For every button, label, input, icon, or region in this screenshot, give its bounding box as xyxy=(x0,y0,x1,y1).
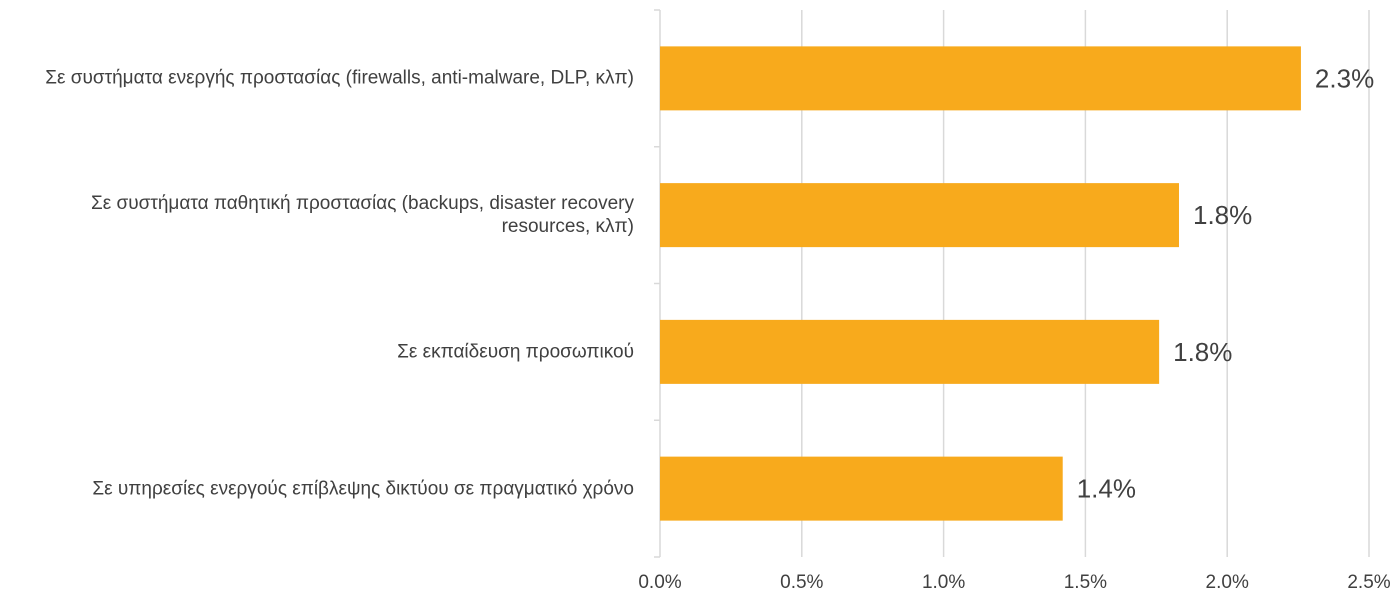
value-label: 1.8% xyxy=(1193,200,1252,230)
bar xyxy=(660,183,1179,248)
x-tick-label: 2.0% xyxy=(1206,572,1249,593)
value-label: 2.3% xyxy=(1315,63,1374,93)
value-label: 1.8% xyxy=(1173,337,1232,367)
x-tick-label: 1.0% xyxy=(922,572,965,593)
y-tick-label: Σε συστήματα ενεργής προστασίας (firewal… xyxy=(45,67,634,89)
bar xyxy=(660,456,1063,521)
x-tick-label: 1.5% xyxy=(1064,572,1107,593)
value-label: 1.4% xyxy=(1077,474,1136,504)
x-tick-label: 0.5% xyxy=(780,572,823,593)
y-tick-label: Σε υπηρεσίες ενεργούς επίβλεψης δικτύου … xyxy=(92,478,634,500)
bar xyxy=(660,319,1160,384)
x-tick-label: 0.0% xyxy=(638,572,681,593)
y-tick-label: Σε εκπαίδευση προσωπικού xyxy=(397,341,634,363)
bar xyxy=(660,46,1301,111)
x-tick-label: 2.5% xyxy=(1347,572,1390,593)
y-tick-label: Σε συστήματα παθητική προστασίας (backup… xyxy=(91,193,634,238)
